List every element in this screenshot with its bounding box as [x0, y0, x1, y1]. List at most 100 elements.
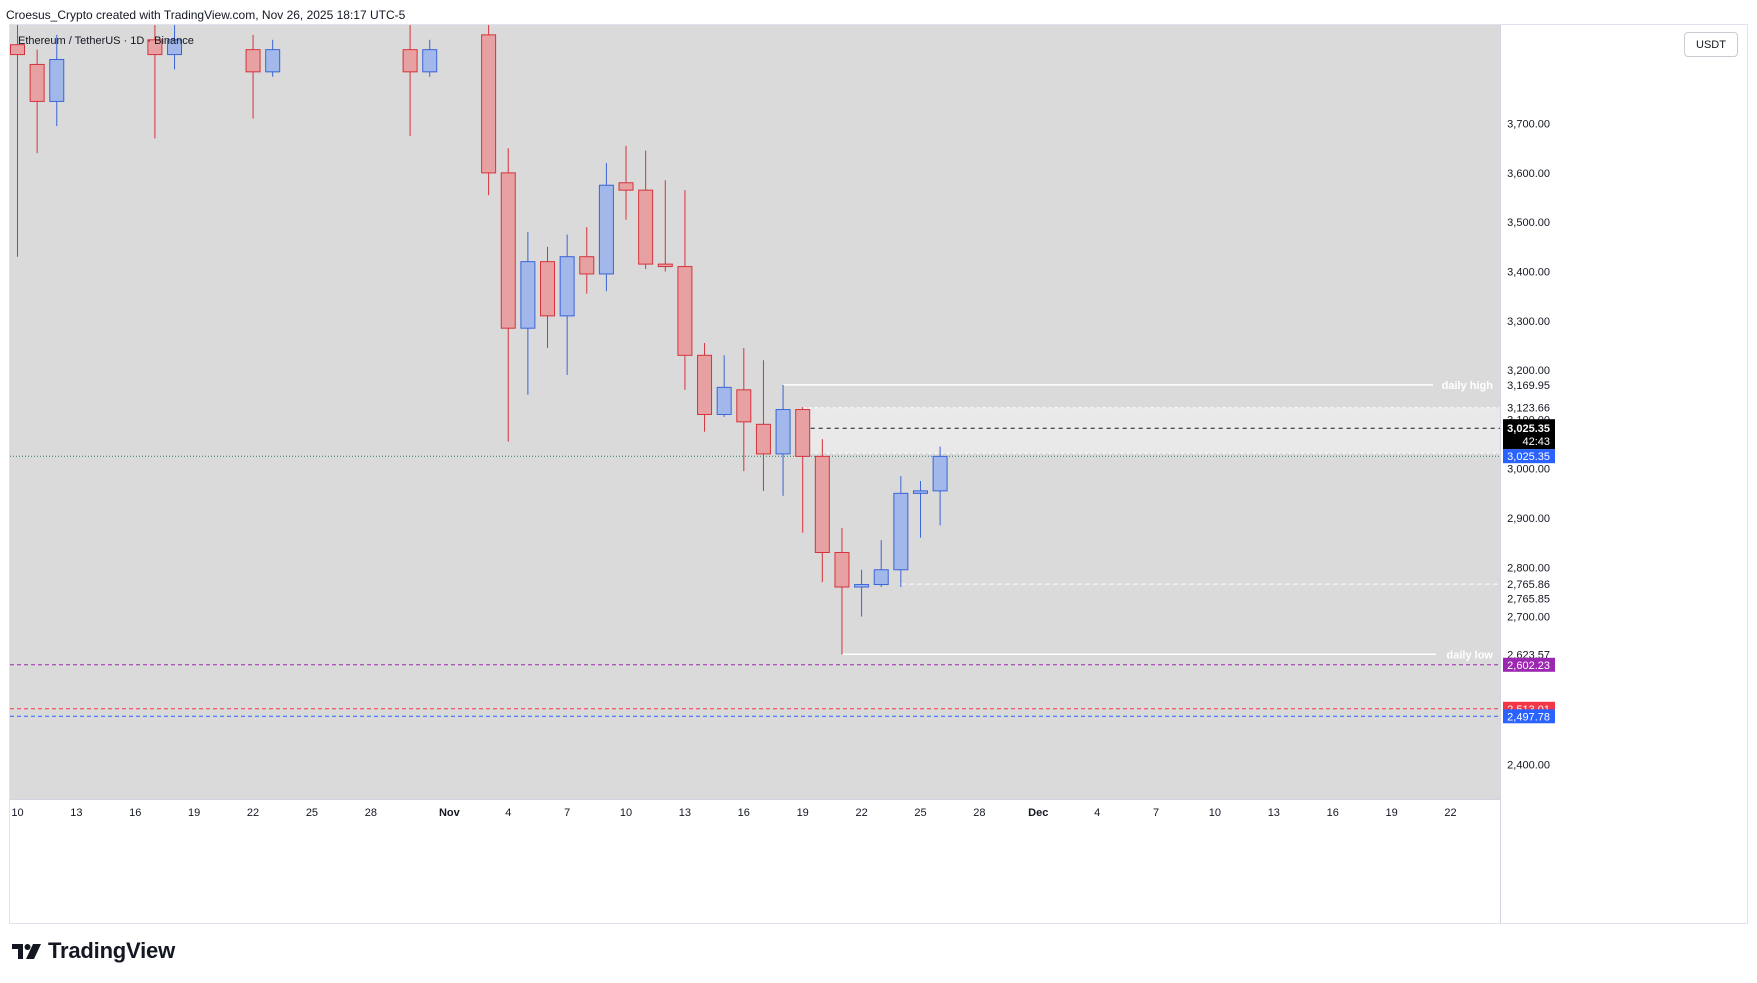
x-tick-label: 16	[129, 807, 141, 819]
bearish-candle	[579, 256, 595, 275]
purple-line-badge	[1503, 657, 1555, 672]
bearish-candle	[795, 409, 811, 457]
bearish-candle	[834, 552, 850, 588]
bullish-candle	[716, 386, 732, 415]
x-tick-label: 7	[564, 807, 570, 819]
countdown-timer: 42:43	[1522, 436, 1550, 448]
chart-caption: Croesus_Crypto created with TradingView.…	[6, 8, 406, 22]
x-tick-label: 13	[679, 807, 691, 819]
bullish-candle	[854, 584, 870, 588]
brand-name: TradingView	[48, 938, 175, 963]
price-axis-divider	[1500, 25, 1501, 923]
y-tick-label: 2,400.00	[1507, 759, 1550, 771]
countdown-price-badge	[1503, 419, 1555, 450]
bullish-candle	[775, 409, 791, 455]
y-tick-label: 2,700.00	[1507, 612, 1550, 624]
x-tick-label: 28	[365, 807, 377, 819]
x-tick-label: Nov	[439, 807, 461, 819]
bearish-candle	[618, 182, 634, 191]
y-tick-label: 3,000.00	[1507, 464, 1550, 476]
y-tick-label: 3,400.00	[1507, 266, 1550, 278]
bearish-candle	[677, 266, 693, 356]
countdown-price-label: 3,025.35	[1507, 423, 1550, 435]
bullish-candle	[422, 49, 438, 73]
purple-line-price: 2,602.23	[1507, 660, 1550, 672]
x-tick-label: 16	[738, 807, 750, 819]
x-tick-label: 16	[1327, 807, 1339, 819]
bearish-candle	[814, 455, 830, 554]
bearish-candle	[29, 63, 45, 102]
y-tick-label: 3,600.00	[1507, 168, 1550, 180]
bearish-candle	[500, 172, 516, 329]
x-tick-label: 13	[1268, 807, 1280, 819]
bullish-candle	[520, 261, 536, 329]
bearish-candle	[245, 49, 261, 73]
daily-low-text: daily low	[1447, 649, 1494, 661]
y-tick-label: 2,800.00	[1507, 562, 1550, 574]
resistance-zone	[802, 407, 1500, 454]
bullish-candle	[932, 455, 948, 492]
y-tick-label: 2,900.00	[1507, 513, 1550, 525]
y-tick-label: 3,500.00	[1507, 217, 1550, 229]
chart-area[interactable]: daily high daily low 10 13 16 19 22 25 28 Nov 4 7 1…	[9, 24, 1748, 924]
x-tick-label: 19	[1385, 807, 1397, 819]
bullish-candle	[167, 39, 183, 56]
level-lines: daily high daily low	[10, 380, 1500, 717]
x-tick-label: 10	[1209, 807, 1221, 819]
bearish-candle	[736, 389, 752, 423]
bullish-candle	[912, 490, 928, 494]
x-tick-label: 22	[855, 807, 867, 819]
y-tick-label: 3,300.00	[1507, 316, 1550, 328]
x-tick-label: 4	[505, 807, 511, 819]
bearish-candle	[657, 263, 673, 268]
level-price: 3,123.66	[1507, 403, 1550, 415]
x-tick-label: 4	[1094, 807, 1100, 819]
y-tick-label: 3,700.00	[1507, 119, 1550, 131]
current-price-label: 3,025.35	[1507, 451, 1550, 463]
x-tick-label: 22	[247, 807, 259, 819]
currency-button[interactable]: USDT	[1684, 32, 1738, 57]
symbol-title[interactable]: Ethereum / TetherUS · 1D · Binance	[18, 35, 194, 47]
price-axis-labels: 3,169.953,123.663,031.442,765.862,765.85…	[1503, 380, 1555, 724]
bullish-candle	[559, 256, 575, 317]
blue-line-badge	[1503, 709, 1555, 724]
daily-high-price: 3,169.95	[1507, 380, 1550, 392]
x-tick-label: 25	[306, 807, 318, 819]
bearish-candle	[755, 423, 771, 455]
x-tick-label: 10	[620, 807, 632, 819]
current-price-badge	[1503, 449, 1555, 464]
x-tick-label: 13	[70, 807, 82, 819]
price-axis: 2,400.002,500.002,600.002,700.002,800.00…	[1507, 119, 1550, 772]
x-tick-label: Dec	[1028, 807, 1048, 819]
x-tick-label: 25	[914, 807, 926, 819]
bearish-candle	[10, 44, 25, 56]
time-axis-divider	[10, 799, 1500, 800]
x-tick-label: 19	[188, 807, 200, 819]
x-tick-label: 22	[1444, 807, 1456, 819]
tradingview-brand[interactable]: TradingView	[12, 938, 175, 964]
bullish-candle	[873, 569, 889, 586]
bearish-candle	[147, 39, 163, 56]
daily-high-text: daily high	[1442, 380, 1494, 392]
tradingview-logo-icon	[12, 944, 41, 959]
blue-line-price: 2,497.78	[1507, 711, 1550, 723]
y-tick-label: 3,200.00	[1507, 365, 1550, 377]
x-tick-label: 28	[973, 807, 985, 819]
bullish-candle	[598, 184, 614, 275]
level-price: 2,765.86	[1507, 579, 1550, 591]
x-tick-label: 19	[797, 807, 809, 819]
candles	[10, 25, 948, 655]
x-tick-label: 10	[11, 807, 23, 819]
bearish-candle	[402, 49, 418, 73]
bearish-candle	[638, 189, 654, 265]
bearish-candle	[481, 34, 497, 174]
time-axis: 10 13 16 19 22 25 28 Nov 4 7 10 13 16 19 22 25 28 Dec 4 7 10…	[11, 807, 1456, 819]
bearish-candle	[697, 354, 713, 415]
x-tick-label: 7	[1153, 807, 1159, 819]
bullish-candle	[49, 59, 65, 102]
bearish-candle	[540, 261, 556, 317]
bullish-candle	[893, 492, 909, 571]
bullish-candle	[265, 49, 281, 73]
level-price: 2,765.85	[1507, 593, 1550, 605]
